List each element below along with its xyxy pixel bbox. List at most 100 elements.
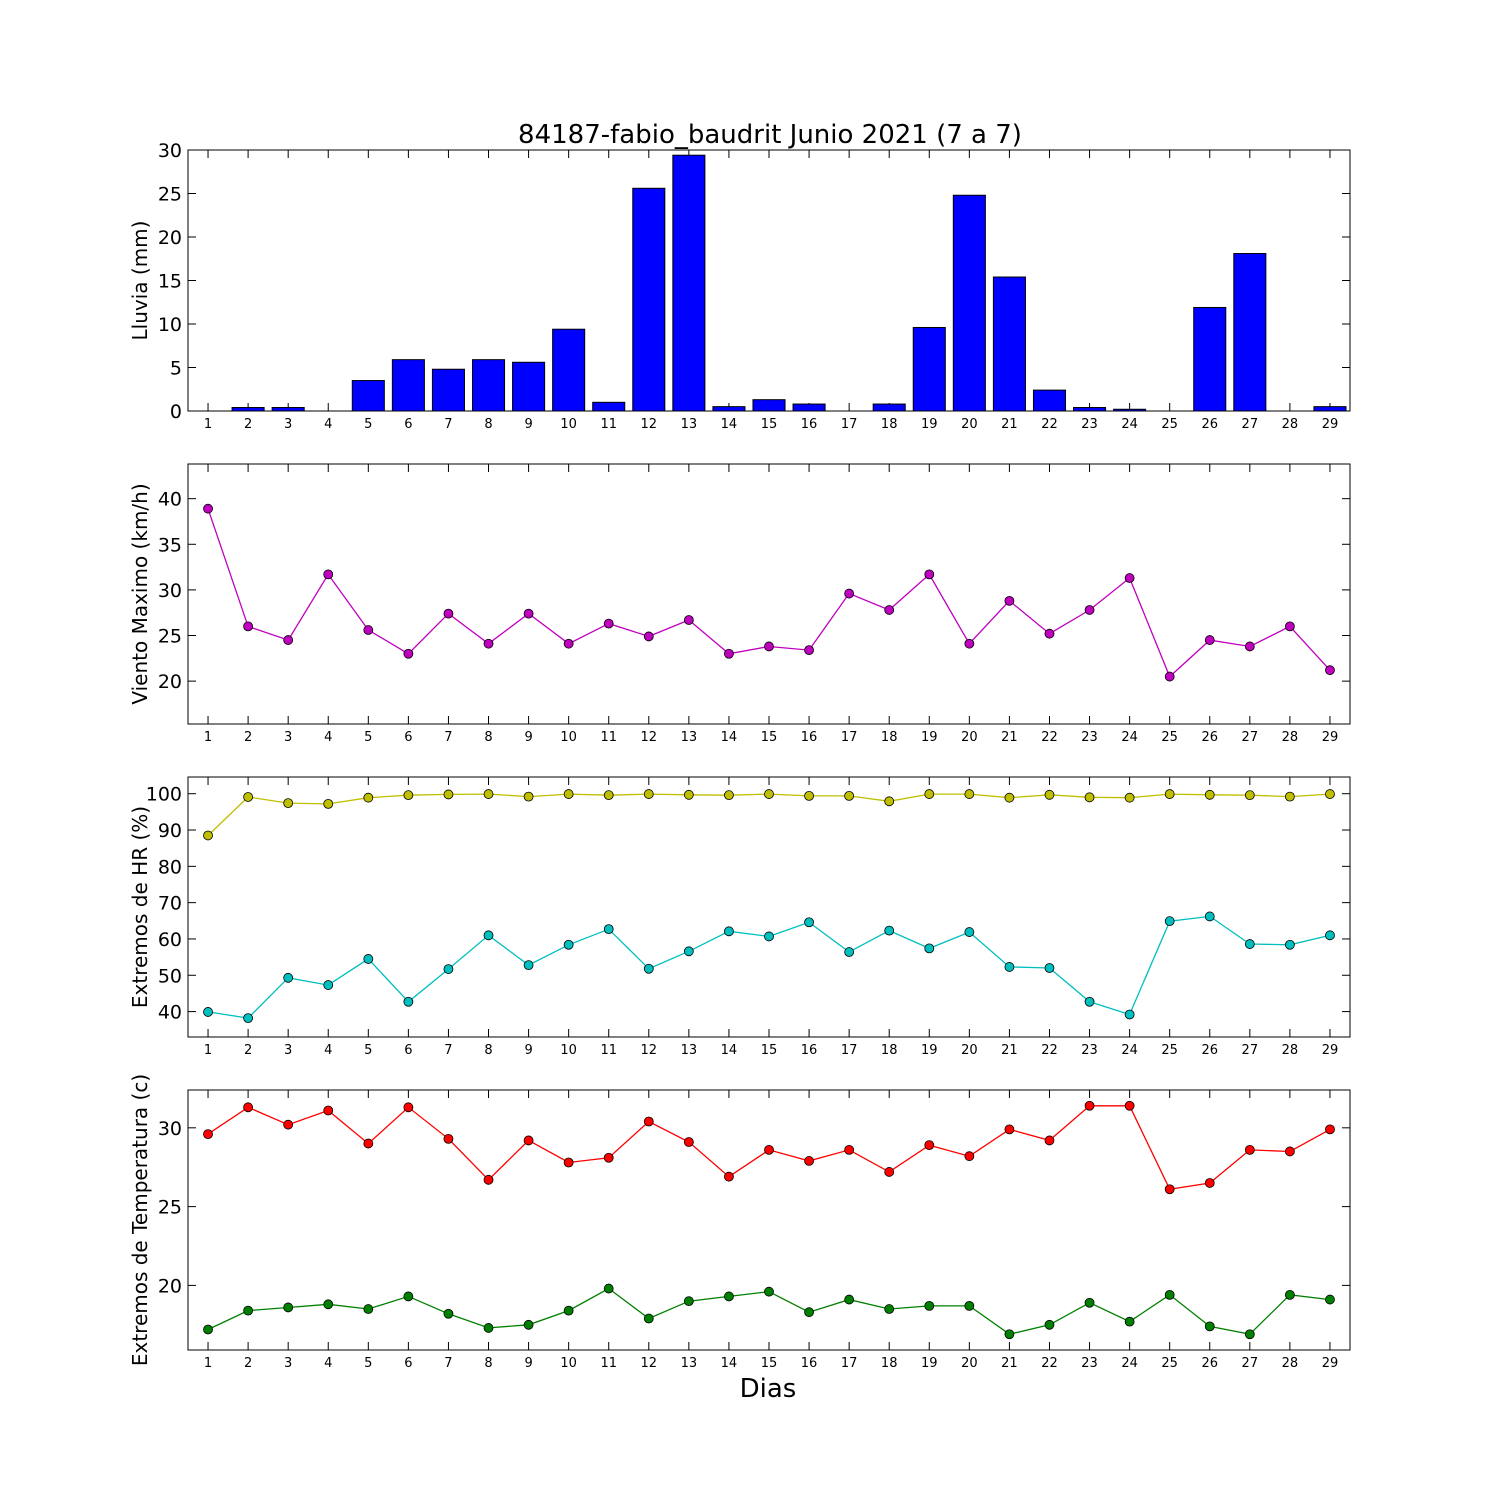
bar: [872, 403, 906, 412]
data-point: [1284, 621, 1295, 632]
data-point: [203, 830, 213, 841]
y-tick-label: 30: [158, 140, 182, 162]
x-tick-label: 8: [484, 1356, 492, 1371]
data-point: [1004, 962, 1015, 972]
data-point: [603, 618, 614, 629]
x-tick-label: 4: [324, 730, 332, 745]
data-point: [483, 638, 494, 649]
data-point: [203, 503, 213, 514]
x-tick-label: 4: [324, 1356, 332, 1371]
data-point: [1244, 939, 1255, 949]
x-tick-label: 27: [1242, 730, 1259, 745]
x-tick-label: 1: [204, 730, 212, 745]
x-tick-label: 27: [1242, 1356, 1259, 1371]
x-tick-label: 3: [284, 1043, 292, 1058]
x-tick-label: 26: [1201, 1043, 1218, 1058]
x-tick-label: 29: [1322, 1043, 1339, 1058]
data-point: [1124, 1009, 1135, 1020]
data-point: [283, 972, 294, 983]
x-tick-label: 5: [364, 417, 372, 432]
y-tick-label: 50: [158, 965, 182, 987]
x-tick-label: 29: [1322, 730, 1339, 745]
data-point: [804, 790, 814, 801]
x-tick-label: 25: [1161, 730, 1178, 745]
x-tick-label: 7: [444, 1356, 452, 1371]
data-point: [844, 947, 855, 957]
data-point: [924, 569, 935, 580]
x-tick-label: 6: [404, 417, 412, 432]
x-tick-label: 10: [560, 1356, 577, 1371]
x-tick-label: 24: [1121, 730, 1138, 745]
data-point: [1124, 1316, 1135, 1327]
data-point: [683, 946, 694, 957]
bar: [512, 361, 546, 412]
data-point: [443, 789, 454, 800]
x-tick-label: 16: [801, 1356, 818, 1371]
data-point: [403, 996, 414, 1007]
data-point: [844, 588, 855, 599]
x-tick-label: 11: [600, 1356, 617, 1371]
x-tick-label: 10: [560, 730, 577, 745]
x-tick-label: 4: [324, 1043, 332, 1058]
data-point: [603, 790, 614, 801]
x-tick-label: 9: [524, 730, 532, 745]
data-point: [1325, 789, 1335, 799]
x-tick-label: 28: [1282, 1043, 1299, 1058]
x-tick-label: 22: [1041, 730, 1058, 745]
x-tick-label: 28: [1282, 1356, 1299, 1371]
x-tick-label: 18: [881, 417, 898, 432]
data-point: [363, 625, 374, 635]
data-point: [1204, 1178, 1215, 1188]
data-point: [243, 792, 254, 802]
data-point: [243, 1305, 254, 1316]
x-tick-label: 23: [1081, 1043, 1098, 1058]
x-tick-label: 20: [961, 730, 978, 745]
data-point: [964, 789, 975, 799]
data-point: [323, 1299, 334, 1310]
data-point: [603, 1283, 614, 1294]
data-point: [924, 1140, 935, 1151]
data-point: [563, 789, 574, 799]
data-point: [443, 964, 454, 974]
data-point: [1204, 635, 1215, 645]
x-tick-label: 11: [600, 730, 617, 745]
x-tick-label: 28: [1282, 730, 1299, 745]
data-point: [884, 1304, 895, 1314]
x-tick-label: 17: [841, 1043, 858, 1058]
data-point: [283, 1302, 294, 1313]
x-tick-label: 21: [1001, 730, 1018, 745]
bar: [952, 194, 986, 412]
x-tick-label: 16: [801, 1043, 818, 1058]
data-point: [523, 1319, 534, 1330]
bar: [231, 407, 265, 412]
data-point: [924, 1300, 935, 1311]
x-tick-label: 16: [801, 730, 818, 745]
bar: [592, 401, 626, 412]
y-tick-label: 40: [158, 489, 182, 511]
y-tick-label: 90: [158, 820, 182, 842]
data-point: [563, 1157, 574, 1168]
x-tick-label: 22: [1041, 1356, 1058, 1371]
data-point: [1044, 789, 1055, 800]
x-tick-label: 26: [1201, 730, 1218, 745]
x-tick-label: 19: [921, 730, 938, 745]
data-point: [964, 1300, 975, 1311]
x-tick-label: 24: [1121, 1356, 1138, 1371]
x-tick-label: 14: [721, 417, 738, 432]
data-point: [363, 954, 374, 964]
data-point: [243, 621, 254, 632]
data-point: [683, 1137, 694, 1147]
bar: [351, 380, 385, 412]
data-point: [1084, 792, 1095, 803]
data-point: [323, 980, 334, 990]
bar: [992, 276, 1026, 412]
data-point: [764, 641, 774, 652]
data-point: [683, 1296, 694, 1307]
x-tick-label: 11: [600, 417, 617, 432]
series-line-1: [207, 793, 1331, 836]
x-tick-label: 18: [881, 1043, 898, 1058]
data-point: [1284, 1289, 1295, 1300]
